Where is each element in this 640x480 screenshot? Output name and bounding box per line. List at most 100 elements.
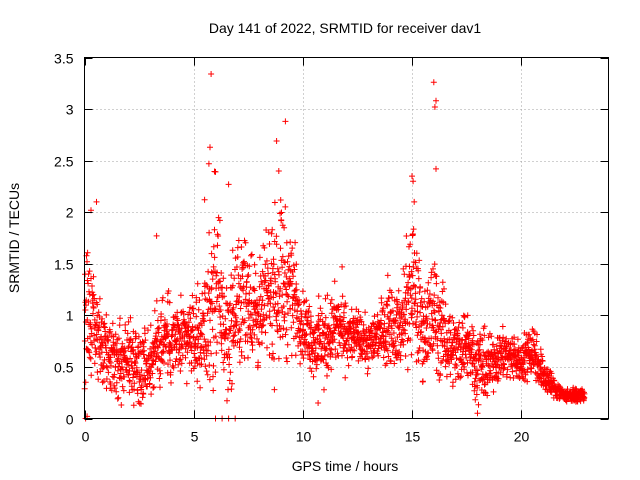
data-point xyxy=(322,320,329,327)
data-point xyxy=(269,341,276,348)
data-point xyxy=(342,300,349,307)
data-point xyxy=(283,273,290,280)
data-point xyxy=(111,371,118,378)
data-point xyxy=(274,328,281,335)
data-point xyxy=(400,311,407,318)
data-point xyxy=(221,293,227,300)
data-point xyxy=(199,290,206,297)
data-point-peak xyxy=(400,265,407,272)
data-point xyxy=(490,388,497,395)
data-point xyxy=(230,304,237,311)
data-point xyxy=(171,314,178,321)
data-point xyxy=(226,302,233,309)
data-point xyxy=(287,305,294,312)
data-point xyxy=(211,305,218,312)
data-point xyxy=(85,271,92,277)
data-point xyxy=(216,217,223,224)
data-point-peak xyxy=(205,160,212,167)
data-point xyxy=(205,342,212,349)
data-point-peak xyxy=(208,71,215,77)
data-point xyxy=(300,327,306,334)
data-point xyxy=(226,361,233,368)
data-point xyxy=(208,269,215,276)
data-point xyxy=(111,385,118,392)
data-point xyxy=(153,330,160,337)
data-point xyxy=(238,244,245,250)
data-point xyxy=(258,301,265,308)
data-point xyxy=(121,373,128,380)
data-point xyxy=(340,309,347,316)
data-point xyxy=(190,305,197,312)
data-point xyxy=(433,273,440,280)
data-point xyxy=(235,280,242,287)
data-point xyxy=(236,359,243,366)
data-point xyxy=(131,358,138,365)
data-point xyxy=(202,363,209,370)
data-point xyxy=(156,375,163,382)
data-point xyxy=(416,345,423,351)
data-point xyxy=(88,372,95,379)
data-point xyxy=(328,296,335,303)
data-point xyxy=(421,298,428,305)
data-point xyxy=(229,282,236,289)
data-point xyxy=(113,379,120,386)
data-point xyxy=(244,273,251,280)
data-point xyxy=(147,322,154,329)
data-point xyxy=(209,300,216,307)
data-point xyxy=(99,315,106,322)
data-point xyxy=(277,197,284,203)
data-point xyxy=(136,350,143,357)
data-point xyxy=(193,294,200,301)
data-point-peak xyxy=(411,198,418,205)
data-point xyxy=(441,285,447,292)
data-point xyxy=(145,327,151,334)
data-point xyxy=(475,347,482,354)
data-point xyxy=(150,361,156,368)
data-point xyxy=(170,364,177,371)
data-point xyxy=(96,323,103,329)
data-point xyxy=(418,328,425,335)
data-point xyxy=(307,365,314,372)
data-point xyxy=(392,318,399,324)
data-point xyxy=(135,333,142,340)
data-point xyxy=(246,263,253,270)
data-point xyxy=(469,360,476,367)
data-point xyxy=(469,323,475,330)
data-point xyxy=(429,316,436,323)
data-point xyxy=(281,270,288,276)
data-point xyxy=(468,346,475,353)
data-point xyxy=(402,353,409,359)
data-point xyxy=(239,273,246,280)
data-point xyxy=(407,241,414,248)
data-point xyxy=(337,342,344,349)
data-point xyxy=(413,319,420,325)
data-point xyxy=(237,305,244,312)
data-point xyxy=(92,351,99,358)
data-point xyxy=(415,348,422,354)
data-point xyxy=(249,346,256,353)
data-point xyxy=(364,370,371,377)
x-tick-label: 20 xyxy=(514,429,530,445)
data-point xyxy=(242,239,249,246)
data-point xyxy=(342,374,349,381)
data-point xyxy=(147,345,154,352)
data-point xyxy=(127,314,134,321)
data-point xyxy=(430,265,436,272)
data-point xyxy=(473,371,480,378)
data-point xyxy=(316,332,323,339)
data-point xyxy=(355,357,362,364)
data-point xyxy=(407,292,414,299)
data-point xyxy=(419,378,426,385)
data-point-peak xyxy=(275,168,282,174)
y-tick-label: 0.5 xyxy=(54,360,74,376)
data-point xyxy=(322,295,329,302)
data-point xyxy=(533,338,540,345)
data-point xyxy=(285,310,291,317)
data-point xyxy=(182,345,189,352)
data-point xyxy=(131,380,138,387)
data-point xyxy=(406,243,412,250)
data-point xyxy=(404,366,411,373)
data-point xyxy=(495,375,502,382)
data-point xyxy=(84,249,91,256)
data-points xyxy=(81,71,588,422)
